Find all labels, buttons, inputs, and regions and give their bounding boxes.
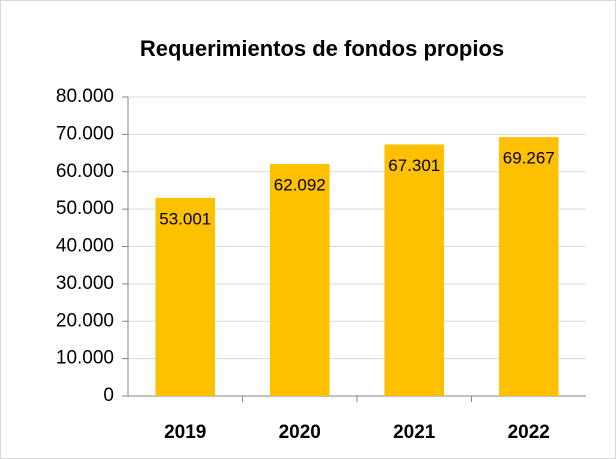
value-label: 67.301 xyxy=(388,156,440,175)
bar xyxy=(384,144,445,396)
y-tick-label: 80.000 xyxy=(56,86,114,107)
y-tick-label: 70.000 xyxy=(56,123,114,144)
bar xyxy=(155,197,216,396)
y-tick-label: 10.000 xyxy=(56,348,114,369)
x-tick-label: 2020 xyxy=(279,422,321,443)
y-tick-label: 50.000 xyxy=(56,198,114,219)
y-tick-label: 30.000 xyxy=(56,273,114,294)
bar xyxy=(498,137,559,396)
y-tick-label: 20.000 xyxy=(56,310,114,331)
x-tick-label: 2022 xyxy=(508,422,550,443)
x-tick-label: 2021 xyxy=(393,422,436,443)
y-tick-label: 40.000 xyxy=(56,236,114,257)
value-label: 69.267 xyxy=(503,149,555,168)
bar xyxy=(269,163,330,396)
y-tick-label: 0 xyxy=(103,385,114,406)
value-label: 62.092 xyxy=(274,175,326,194)
y-tick-label: 60.000 xyxy=(56,161,114,182)
chart-title: Requerimientos de fondos propios xyxy=(140,36,504,61)
x-tick-label: 2019 xyxy=(164,422,206,443)
value-label: 53.001 xyxy=(159,209,211,228)
